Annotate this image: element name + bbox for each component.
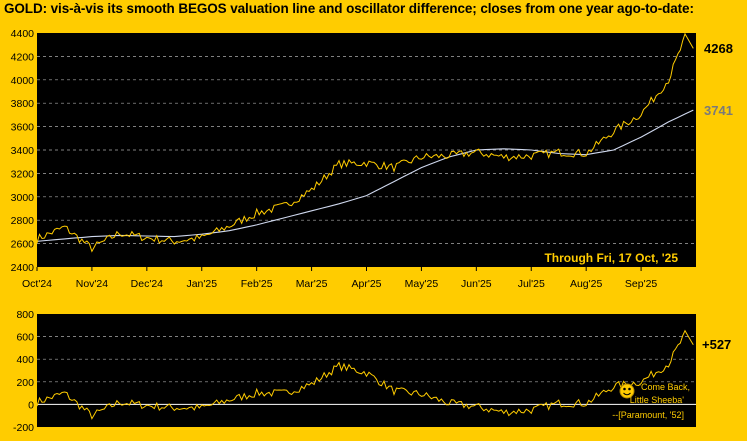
through-date-annotation: Through Fri, 17 Oct, '25 bbox=[544, 251, 678, 265]
smiley-mouth-icon bbox=[623, 392, 631, 396]
x-tick-label: Aug'25 bbox=[570, 278, 603, 290]
quote-line-1: 'Come Back, bbox=[639, 382, 690, 392]
end-label-valuation: 3741 bbox=[704, 103, 733, 118]
y-tick-label: 2800 bbox=[11, 215, 35, 227]
x-tick-label: Dec'24 bbox=[131, 278, 164, 290]
y-tick-label: 4200 bbox=[11, 51, 35, 63]
x-tick-label: Feb'25 bbox=[241, 278, 273, 290]
x-tick-label: Nov'24 bbox=[76, 278, 109, 290]
smiley-eye-icon bbox=[628, 387, 631, 391]
y-tick-label: 3200 bbox=[11, 168, 35, 180]
x-tick-label: Jan'25 bbox=[186, 278, 217, 290]
y-tick-label: -200 bbox=[13, 422, 34, 434]
y-tick-label: 3800 bbox=[11, 98, 35, 110]
y-tick-label: 200 bbox=[16, 377, 34, 389]
y-tick-label: 800 bbox=[16, 309, 34, 321]
x-tick-label: May'25 bbox=[405, 278, 439, 290]
x-tick-label: Oct'24 bbox=[22, 278, 52, 290]
y-tick-label: 3000 bbox=[11, 192, 35, 204]
y-tick-label: 3400 bbox=[11, 145, 35, 157]
y-tick-label: 2600 bbox=[11, 239, 35, 251]
plot-area-oscillator bbox=[37, 314, 696, 427]
end-label-price: 4268 bbox=[704, 41, 733, 56]
x-tick-label: Sep'25 bbox=[625, 278, 658, 290]
series-line-price bbox=[36, 32, 694, 253]
series-line-oscillator bbox=[36, 329, 694, 420]
y-tick-label: 0 bbox=[28, 399, 34, 411]
x-tick-label: Mar'25 bbox=[296, 278, 328, 290]
y-tick-label: 400 bbox=[16, 354, 34, 366]
chart-title: GOLD: vis-à-vis its smooth BEGOS valuati… bbox=[4, 1, 694, 16]
end-label-oscillator: +527 bbox=[702, 337, 731, 352]
x-tick-label: Jun'25 bbox=[461, 278, 492, 290]
smiley-eye-icon bbox=[623, 387, 626, 391]
y-tick-label: 600 bbox=[16, 332, 34, 344]
y-tick-label: 4400 bbox=[11, 28, 35, 40]
quote-source: --[Paramount, '52] bbox=[612, 410, 684, 420]
y-tick-label: 4000 bbox=[11, 75, 35, 87]
y-tick-label: 3600 bbox=[11, 122, 35, 134]
quote-line-2: Little Sheeba' bbox=[630, 395, 685, 405]
x-tick-label: Apr'25 bbox=[351, 278, 381, 290]
smiley-face-icon bbox=[619, 383, 635, 399]
y-tick-label: 2400 bbox=[11, 262, 35, 274]
x-tick-label: Jul'25 bbox=[518, 278, 545, 290]
